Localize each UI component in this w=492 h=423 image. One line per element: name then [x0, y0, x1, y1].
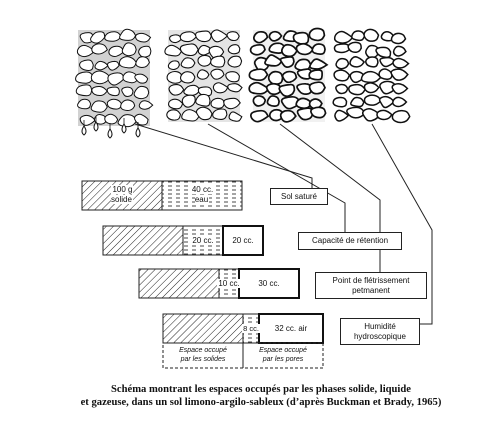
bar-retention-water-label: 20 cc.: [191, 236, 215, 245]
bar-hygroscopic-water-label: 8 cc.: [242, 324, 260, 333]
bar-saturated-water-label: 40 cc. eau: [190, 185, 214, 204]
soil-block-hygroscopic: [332, 28, 411, 124]
footnote-solids: Espace occupé par les solides: [179, 347, 227, 363]
connector-saturated: [134, 123, 313, 188]
soil-block-saturated: [75, 28, 154, 128]
bar-hygroscopic-solid: [162, 313, 244, 344]
state-label-retention: Capacité de rétention: [298, 232, 402, 250]
connector-wilting: [279, 123, 381, 275]
state-label-wilting: Point de flétrissement petmanent: [315, 272, 427, 299]
bar-wilting-solid: [138, 268, 220, 299]
bar-wilting-water-label: 10 cc.: [217, 279, 241, 288]
bar-retention-air: [222, 225, 264, 256]
bar-retention: [102, 225, 264, 256]
soil-block-retention: [164, 29, 243, 122]
bar-saturated-solid-label: 100 g solide: [111, 185, 133, 204]
state-label-hygroscopic: Humidité hydroscopique: [340, 318, 420, 345]
connector-lines: [134, 123, 433, 325]
bar-retention-air-label: 20 cc.: [231, 236, 255, 245]
footnote-pores: Espace occupé par les pores: [259, 347, 307, 363]
connector-hygroscopic: [371, 123, 433, 325]
connector-retention: [207, 123, 346, 232]
footnote-pores-box: [242, 342, 324, 369]
soil-block-wilting: [248, 27, 329, 123]
figure-caption: Schéma montrant les espaces occupés par …: [36, 383, 486, 409]
bar-hygroscopic-air-label: 32 cc. air: [273, 324, 309, 333]
bar-wilting-air-label: 30 cc.: [257, 279, 281, 288]
water-drops: [81, 116, 141, 139]
caption-line-2: et gazeuse, dans un sol limono-argilo-sa…: [80, 397, 442, 408]
bar-retention-solid: [102, 225, 184, 256]
caption-line-1: Schéma montrant les espaces occupés par …: [111, 384, 411, 395]
state-label-saturated: Sol saturé: [270, 188, 328, 205]
